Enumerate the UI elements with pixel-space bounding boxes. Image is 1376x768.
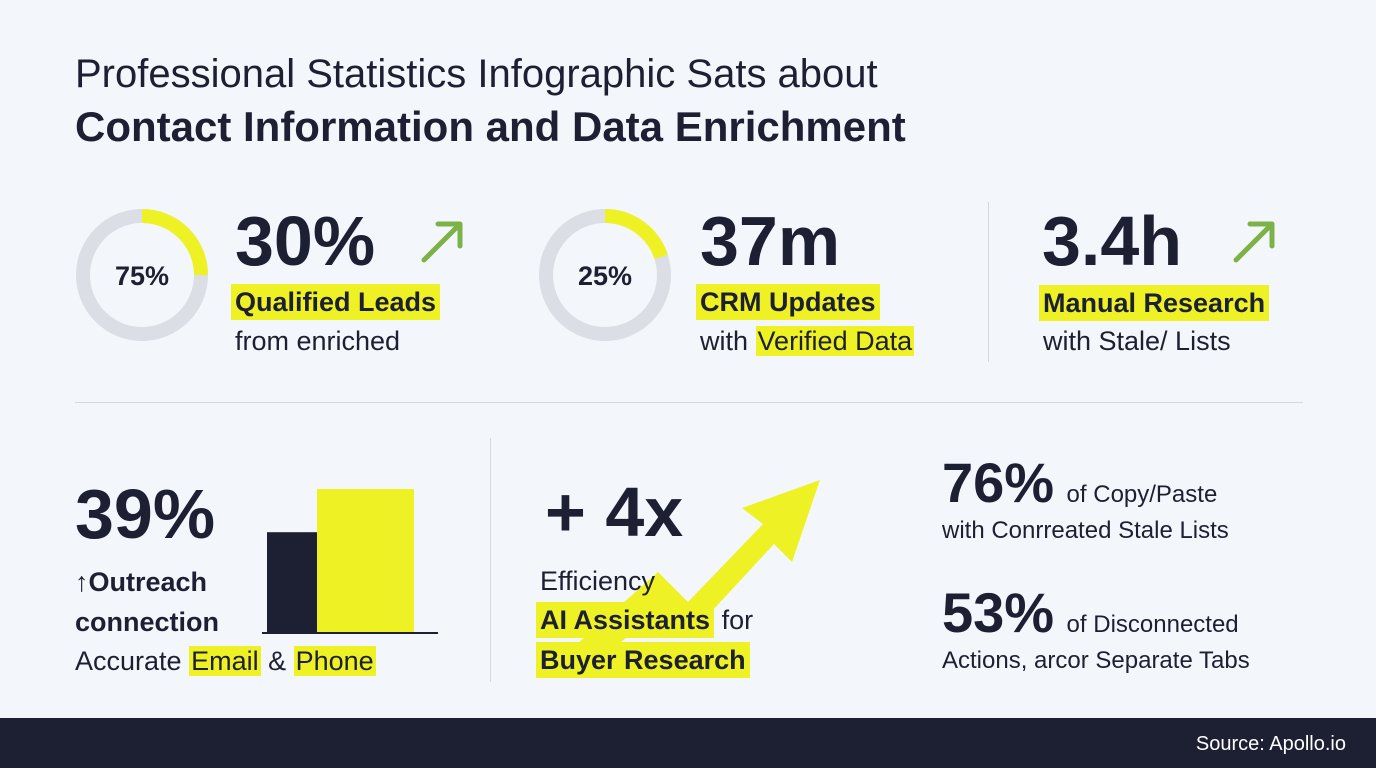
side-stat-1: 76% of Copy/Paste: [942, 454, 1217, 512]
stat-1-sub: from enriched: [235, 326, 401, 356]
progress-ring-1: 75%: [76, 209, 208, 341]
stat-2-sub-highlight: Verified Data: [755, 326, 915, 356]
footer-bar: [0, 718, 1376, 768]
progress-ring-2: 25%: [539, 209, 671, 341]
title-line-2: Contact Information and Data Enrichment: [75, 103, 906, 150]
stat-2-sub: with Verified Data: [700, 326, 915, 356]
side-stat-2: 53% of Disconnected: [942, 584, 1239, 642]
ring-2-label: 25%: [578, 261, 632, 291]
stat-2-highlight: CRM Updates: [696, 284, 880, 320]
divider-horizontal: [75, 402, 1303, 403]
outreach-sub: Accurate Email & Phone: [75, 646, 376, 676]
outreach-email-highlight: Email: [189, 646, 261, 676]
bar-before: [267, 532, 317, 633]
side-stat-1-text2: with Conrreated Stale Lists: [942, 517, 1229, 544]
outreach-bar-chart: [262, 489, 438, 634]
trend-up-arrow-icon: [1233, 221, 1275, 263]
ring-1-label: 75%: [115, 261, 169, 291]
trend-up-arrow-icon: [421, 221, 463, 263]
stat-3-sub: with Stale/ Lists: [1043, 326, 1231, 356]
side-stat-1-value: 76%: [942, 451, 1055, 514]
efficiency-value: + 4x: [545, 473, 684, 551]
divider-vertical-top: [988, 202, 989, 362]
side-stat-2-value: 53%: [942, 581, 1055, 644]
side-stat-2-text2: Actions, arcor Separate Tabs: [942, 647, 1250, 674]
outreach-line-2: connection: [75, 607, 220, 637]
stat-3-highlight: Manual Research: [1039, 285, 1270, 321]
source-label: Source: Apollo.io: [1195, 733, 1346, 755]
outreach-phone-highlight: Phone: [293, 646, 376, 676]
bar-after: [317, 489, 414, 633]
title-line-1: Professional Statistics Infographic Sats…: [75, 52, 878, 96]
efficiency-ai-highlight: AI Assistants: [536, 602, 715, 638]
side-stat-1-text1: of Copy/Paste: [1066, 481, 1218, 508]
stat-1-highlight: Qualified Leads: [231, 284, 441, 320]
side-stat-2-text1: of Disconnected: [1066, 611, 1239, 638]
outreach-line-1: ↑Outreach: [75, 567, 208, 597]
stat-2-value: 37m: [700, 202, 841, 280]
outreach-value: 39%: [75, 475, 216, 553]
stat-3-value: 3.4h: [1042, 202, 1183, 280]
stat-1-value: 30%: [235, 202, 376, 280]
efficiency-buyer-highlight: Buyer Research: [536, 642, 750, 678]
divider-vertical-bottom: [490, 438, 491, 682]
efficiency-line-1: Efficiency: [540, 566, 656, 596]
